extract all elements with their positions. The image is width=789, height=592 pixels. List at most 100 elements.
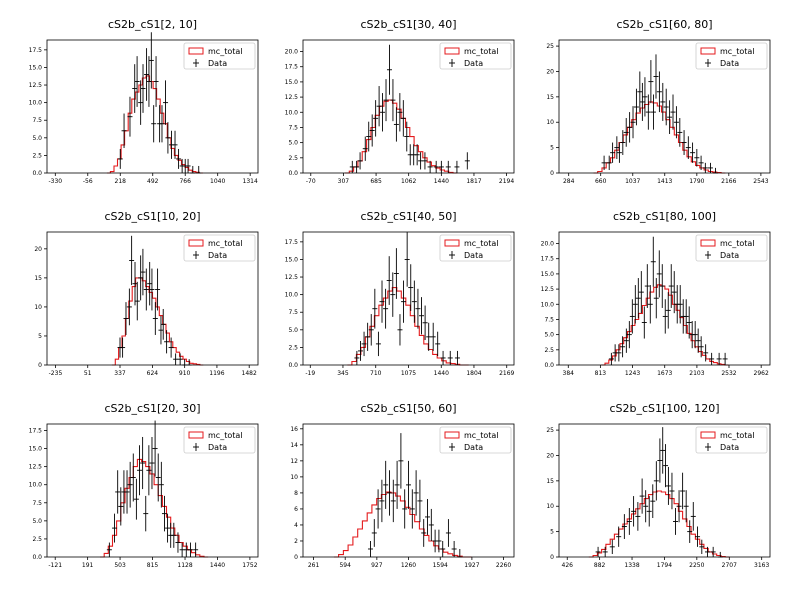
legend-mc-label: mc_total xyxy=(720,431,754,440)
data-point xyxy=(614,136,620,159)
legend-mc-label: mc_total xyxy=(464,47,498,56)
data-point xyxy=(357,152,363,170)
legend-mc-label: mc_total xyxy=(464,431,498,440)
data-point xyxy=(704,546,710,557)
data-point xyxy=(709,352,715,365)
data-point xyxy=(177,353,183,365)
x-tick-label: 660 xyxy=(595,178,607,185)
data-point xyxy=(601,155,607,171)
x-tick-label: 710 xyxy=(370,370,382,377)
legend-mc-swatch xyxy=(444,239,460,247)
x-tick-label: -330 xyxy=(48,178,62,185)
y-tick-label: 14 xyxy=(290,442,298,449)
legend-box xyxy=(439,426,512,454)
data-point xyxy=(626,321,632,349)
x-tick-label: 1817 xyxy=(466,178,481,185)
data-point xyxy=(616,526,622,547)
y-tick-label: 0.0 xyxy=(288,362,298,369)
data-point xyxy=(426,322,432,351)
data-point xyxy=(683,490,689,523)
y-tick-label: 2.5 xyxy=(288,155,298,162)
x-tick-label: 1314 xyxy=(243,178,258,185)
x-tick-label: -70 xyxy=(306,178,316,185)
data-point xyxy=(428,508,434,541)
y-tick-label: 20 xyxy=(546,68,554,75)
x-tick-label: 815 xyxy=(147,562,159,569)
x-tick-label: 1196 xyxy=(209,370,224,377)
data-point xyxy=(687,520,693,543)
y-tick-label: 7.5 xyxy=(288,124,298,131)
mc-total-histogram xyxy=(106,75,203,174)
legend-data-label: Data xyxy=(720,251,739,260)
legend-mc-swatch xyxy=(444,47,460,55)
x-tick-label: 261 xyxy=(308,562,320,569)
plot-frame xyxy=(46,423,259,558)
data-point xyxy=(404,232,410,287)
data-point xyxy=(112,513,118,543)
data-point xyxy=(134,56,140,107)
data-point xyxy=(368,314,374,346)
data-point xyxy=(683,299,689,334)
legend: mc_total Data xyxy=(439,42,512,70)
legend: mc_total Data xyxy=(439,426,512,454)
data-point xyxy=(127,461,133,508)
x-tick-label: 1794 xyxy=(657,562,672,569)
data-point xyxy=(165,513,171,543)
subplot-title: cS2b_cS1[80, 100] xyxy=(613,210,716,223)
data-point xyxy=(383,79,389,122)
y-tick-label: 17.5 xyxy=(285,239,299,246)
y-tick-label: 5.0 xyxy=(288,140,298,147)
data-point xyxy=(397,93,403,132)
data-point xyxy=(427,160,433,173)
data-point xyxy=(375,489,381,529)
data-point xyxy=(631,496,637,527)
y-tick-label: 2.5 xyxy=(32,152,42,159)
x-tick-label: 1338 xyxy=(624,562,639,569)
data-point xyxy=(632,285,638,324)
y-tick-label: 2 xyxy=(294,538,298,545)
subplot-title: cS2b_cS1[30, 40] xyxy=(360,18,456,31)
x-tick-label: 1062 xyxy=(401,178,416,185)
data-point xyxy=(454,350,460,365)
x-tick-label: 2166 xyxy=(721,178,736,185)
data-point xyxy=(616,344,622,362)
data-point xyxy=(637,71,643,113)
data-point xyxy=(422,152,428,170)
data-point xyxy=(152,420,158,477)
data-point xyxy=(401,280,407,323)
y-tick-label: 20 xyxy=(34,246,42,253)
data-point xyxy=(362,136,368,161)
subplot-3: cS2b_cS1[60, 80] 284 660 1037 1413 1790 2166 25… xyxy=(546,18,771,185)
data-point xyxy=(635,278,641,319)
legend-mc-label: mc_total xyxy=(464,239,498,248)
y-tick-label: 0 xyxy=(294,554,298,561)
y-tick-label: 15.0 xyxy=(29,446,43,453)
x-tick-label: 3163 xyxy=(754,562,769,569)
legend-data-label: Data xyxy=(208,59,227,68)
legend-data-label: Data xyxy=(720,443,739,452)
data-point xyxy=(138,80,144,125)
data-point xyxy=(172,130,178,159)
data-point xyxy=(117,148,123,169)
data-point xyxy=(390,272,396,317)
y-tick-label: 17.5 xyxy=(541,256,555,263)
legend: mc_total Data xyxy=(695,234,768,262)
y-tick-label: 20.0 xyxy=(541,241,555,248)
data-point xyxy=(123,302,129,335)
data-point xyxy=(435,331,441,357)
data-point xyxy=(398,433,404,489)
data-point xyxy=(375,331,381,357)
data-point xyxy=(155,453,161,502)
data-point xyxy=(379,280,385,323)
x-tick-label: 1037 xyxy=(625,178,640,185)
data-point xyxy=(608,352,614,365)
x-tick-label: 307 xyxy=(338,178,350,185)
data-point xyxy=(670,94,676,130)
y-tick-label: 12.5 xyxy=(29,464,43,471)
plot-frame xyxy=(46,39,259,174)
data-point xyxy=(367,540,373,557)
data-point xyxy=(133,478,139,520)
x-tick-label: 1752 xyxy=(242,562,257,569)
data-point xyxy=(354,350,360,365)
